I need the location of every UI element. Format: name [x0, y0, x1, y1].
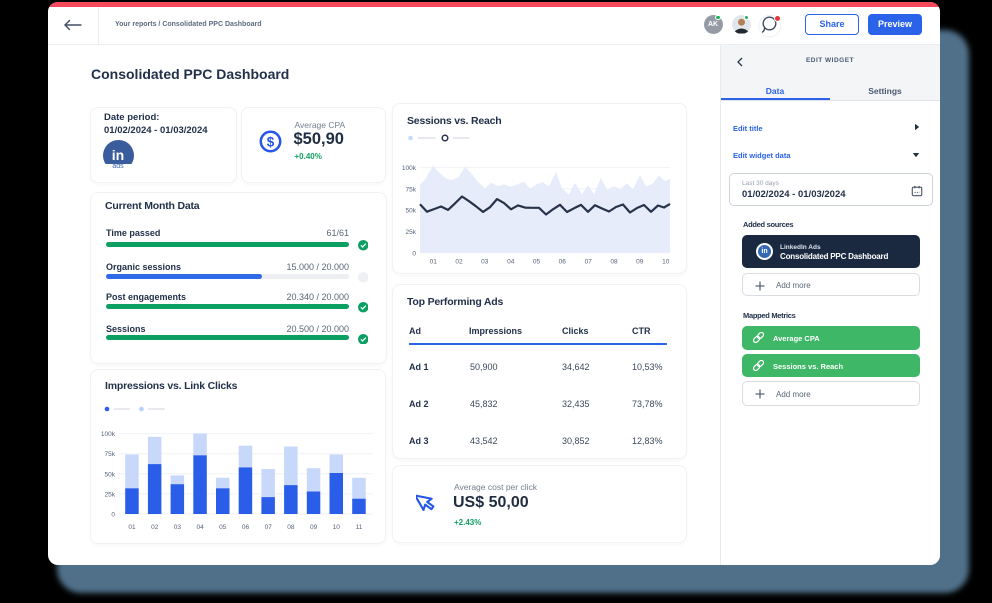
svg-text:08: 08: [287, 524, 295, 531]
svg-text:08: 08: [610, 259, 618, 266]
svg-text:04: 04: [507, 259, 515, 266]
svg-text:05: 05: [533, 259, 541, 266]
svg-text:03: 03: [481, 259, 489, 266]
svg-text:02: 02: [151, 524, 159, 531]
svg-text:25k: 25k: [105, 491, 116, 498]
svg-text:0: 0: [111, 512, 115, 519]
svg-text:06: 06: [559, 259, 567, 266]
svg-text:11: 11: [356, 524, 363, 531]
svg-text:05: 05: [219, 524, 227, 531]
svg-text:04: 04: [196, 524, 204, 531]
svg-text:07: 07: [265, 524, 273, 531]
svg-text:$: $: [267, 134, 275, 149]
svg-text:09: 09: [636, 259, 644, 266]
svg-text:10: 10: [662, 259, 670, 266]
svg-text:03: 03: [174, 524, 182, 531]
svg-text:75k: 75k: [105, 451, 116, 458]
svg-text:50k: 50k: [406, 208, 417, 215]
svg-text:50k: 50k: [105, 471, 116, 478]
svg-text:0: 0: [412, 250, 416, 257]
svg-text:06: 06: [242, 524, 250, 531]
svg-text:10: 10: [333, 524, 341, 531]
svg-text:01: 01: [128, 524, 136, 531]
svg-text:75k: 75k: [406, 186, 417, 193]
svg-text:100k: 100k: [402, 165, 417, 172]
svg-text:09: 09: [310, 524, 318, 531]
svg-text:100k: 100k: [101, 431, 116, 438]
svg-text:02: 02: [455, 259, 463, 266]
svg-text:01: 01: [430, 259, 438, 266]
svg-text:07: 07: [585, 259, 593, 266]
svg-text:25k: 25k: [406, 229, 417, 236]
